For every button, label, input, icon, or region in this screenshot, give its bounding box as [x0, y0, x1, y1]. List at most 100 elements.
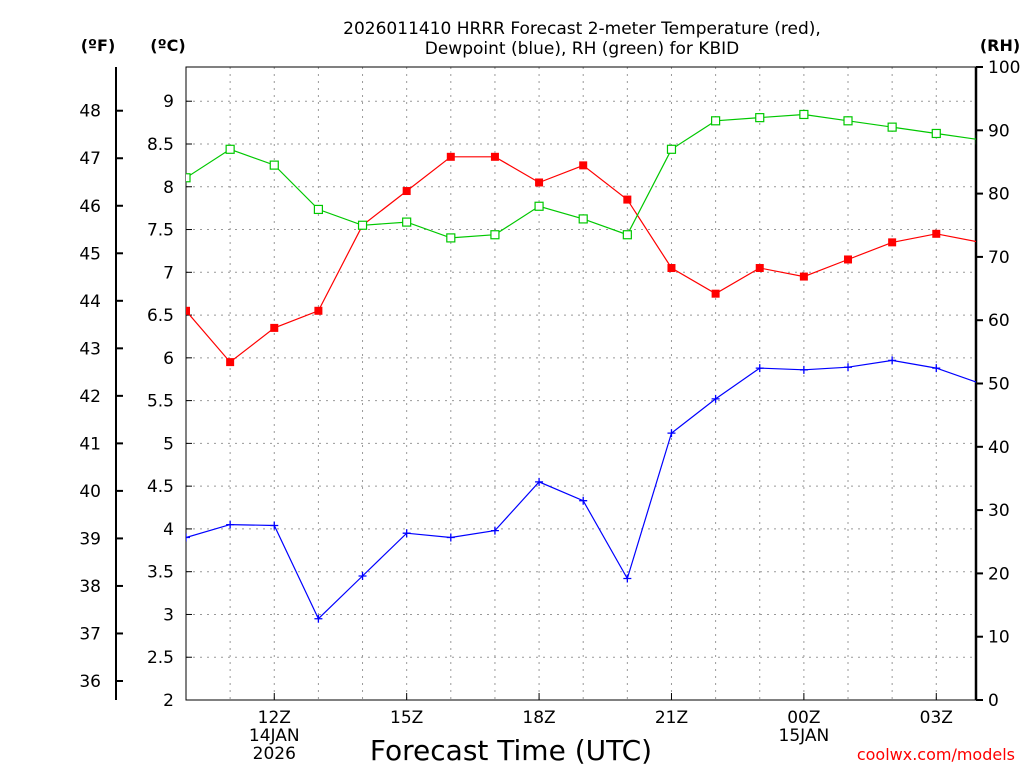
- y-tick-label-f: 45: [79, 244, 101, 264]
- rh-point: [931, 128, 941, 139]
- y-tick-label-f: 48: [79, 102, 101, 122]
- y-tick-label-f: 42: [79, 387, 101, 407]
- x-tick-label: 2026: [253, 744, 296, 764]
- y-tick-label-c: 3.5: [147, 563, 174, 583]
- celsius-axis-unit: (ºC): [150, 36, 185, 55]
- fahrenheit-axis-unit: (ºF): [81, 36, 116, 55]
- y-tick-label-f: 36: [79, 672, 101, 692]
- temperature-point: [314, 306, 323, 315]
- dewpoint-point: [799, 365, 808, 374]
- dewpoint-point: [755, 364, 764, 373]
- y-tick-label-f: 46: [79, 197, 101, 217]
- y-tick-label-rh: 0: [988, 691, 999, 711]
- x-tick-label: 18Z: [522, 708, 555, 728]
- rh-point: [622, 230, 632, 240]
- dewpoint-point: [314, 614, 323, 623]
- temperature-point: [186, 306, 190, 315]
- y-tick-label-c: 5: [163, 434, 174, 454]
- x-axis-title: Forecast Time (UTC): [370, 734, 652, 767]
- y-tick-label-c: 8: [163, 178, 174, 198]
- y-tick-label-f: 39: [79, 529, 101, 549]
- x-tick-label: 15JAN: [779, 726, 830, 746]
- rh-point: [357, 220, 368, 230]
- y-tick-label-f: 41: [79, 434, 101, 454]
- y-tick-label-c: 8.5: [147, 135, 174, 155]
- rh-point: [887, 122, 897, 132]
- rh-point: [446, 233, 456, 243]
- axes: 2 2.5 3 3.5 4 4.5 5 5.5 6 6.5 7 7.5 8 8.5 9 36 37 38 39 40 4…: [79, 58, 1020, 764]
- temperature-point: [623, 195, 632, 204]
- rh-point: [402, 217, 412, 227]
- temperature-point: [711, 289, 720, 298]
- temperature-point: [535, 178, 544, 187]
- chart-title-line1: 2026011410 HRRR Forecast 2-meter Tempera…: [343, 19, 821, 39]
- dewpoint-point: [888, 356, 897, 365]
- dewpoint-series: [186, 356, 976, 623]
- x-tick-label: 00Z: [787, 708, 820, 728]
- dewpoint-point: [270, 521, 279, 530]
- dewpoint-point: [226, 520, 235, 529]
- gridlines: [186, 67, 976, 701]
- dewpoint-point: [579, 496, 588, 505]
- dewpoint-point: [446, 533, 455, 542]
- rh-point: [843, 116, 853, 126]
- rh-point: [666, 144, 677, 154]
- rh-point: [578, 214, 588, 224]
- y-tick-label-c: 4: [163, 520, 174, 540]
- temperature-point: [226, 358, 235, 367]
- temperature-series: [186, 152, 984, 367]
- temperature-point: [799, 272, 808, 281]
- y-tick-label-c: 5.5: [147, 392, 174, 412]
- temperature-point: [270, 323, 279, 332]
- temperature-point: [844, 255, 853, 264]
- x-tick-label: 14JAN: [249, 726, 300, 746]
- y-tick-label-rh: 100: [988, 58, 1020, 78]
- dewpoint-point: [186, 533, 190, 542]
- y-tick-label-f: 38: [79, 577, 101, 597]
- y-tick-label-rh: 90: [988, 121, 1010, 141]
- x-tick-label: 15Z: [390, 708, 423, 728]
- rh-point: [490, 230, 500, 240]
- y-tick-label-c: 7.5: [147, 221, 174, 241]
- temperature-point: [667, 264, 676, 273]
- temperature-point: [888, 238, 897, 247]
- dewpoint-point: [535, 477, 544, 486]
- source-credit: coolwx.com/models: [857, 745, 1015, 764]
- y-tick-label-c: 9: [163, 92, 174, 112]
- x-tick-label: 21Z: [655, 708, 688, 728]
- dewpoint-point: [402, 529, 411, 538]
- dewpoint-point: [358, 571, 367, 580]
- rh-point: [269, 160, 279, 170]
- rh-point: [711, 116, 721, 126]
- temperature-point: [976, 238, 984, 246]
- y-tick-label-c: 7: [163, 263, 174, 283]
- y-tick-label-rh: 20: [988, 564, 1010, 584]
- y-tick-label-c: 2.5: [147, 648, 174, 668]
- rh-point: [186, 173, 191, 183]
- y-tick-label-rh: 80: [988, 185, 1010, 205]
- y-tick-label-f: 44: [79, 292, 101, 312]
- temperature-point: [932, 229, 941, 238]
- y-tick-label-c: 2: [163, 691, 174, 711]
- data-series: [186, 109, 984, 623]
- y-tick-label-rh: 40: [988, 438, 1010, 458]
- dewpoint-point: [711, 394, 720, 403]
- temperature-point: [490, 152, 499, 161]
- rh-point: [755, 113, 765, 123]
- rh-point: [975, 135, 976, 145]
- y-tick-label-f: 37: [79, 624, 101, 644]
- rh-series: [186, 109, 976, 243]
- dewpoint-point: [623, 574, 632, 583]
- y-tick-label-rh: 60: [988, 311, 1010, 331]
- rh-point: [799, 109, 809, 120]
- y-tick-label-rh: 30: [988, 501, 1010, 521]
- chart-title-line2: Dewpoint (blue), RH (green) for KBID: [425, 39, 740, 59]
- rh-point: [313, 204, 324, 215]
- temperature-point: [579, 161, 588, 170]
- y-tick-label-c: 6.5: [147, 306, 174, 326]
- dewpoint-point: [490, 526, 499, 535]
- rh-point: [225, 144, 235, 154]
- rh-point: [534, 201, 544, 211]
- y-tick-label-f: 47: [79, 149, 101, 169]
